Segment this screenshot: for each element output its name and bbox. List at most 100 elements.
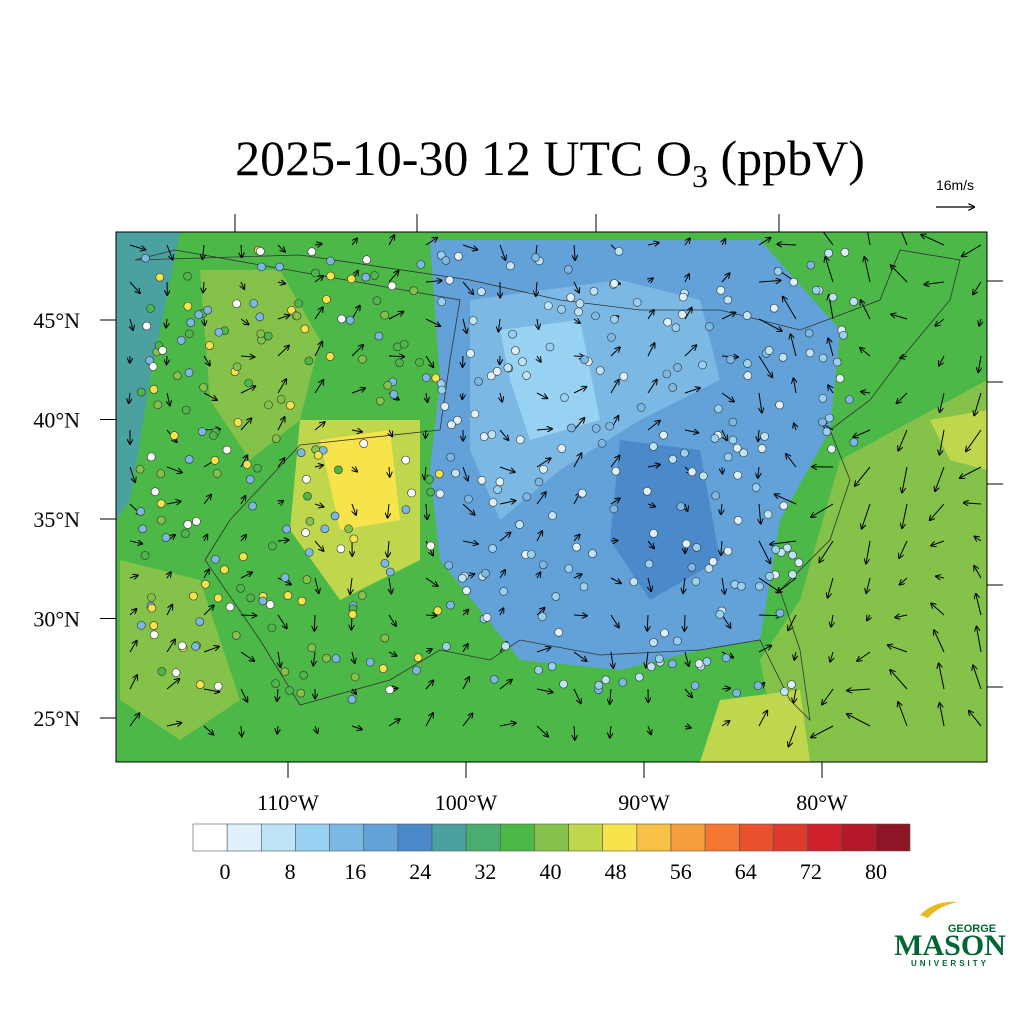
- station: [845, 396, 853, 404]
- station: [610, 505, 618, 513]
- station: [192, 642, 200, 650]
- station: [475, 377, 483, 385]
- station: [558, 445, 566, 453]
- station: [509, 330, 517, 338]
- colorbar-box: [671, 824, 705, 851]
- station: [489, 498, 497, 506]
- station: [780, 687, 788, 695]
- station: [276, 263, 284, 271]
- station: [488, 430, 496, 438]
- station: [825, 249, 833, 257]
- station: [156, 273, 164, 281]
- station: [249, 502, 257, 510]
- station: [812, 286, 820, 294]
- station: [758, 445, 766, 453]
- station: [185, 455, 193, 463]
- station: [268, 624, 276, 632]
- station: [150, 631, 158, 639]
- colorbar-box: [842, 824, 876, 851]
- station: [422, 374, 430, 382]
- wind-arrow: [314, 615, 315, 631]
- station: [567, 294, 575, 302]
- station: [772, 546, 780, 554]
- station: [560, 394, 568, 402]
- colorbar-box: [876, 824, 910, 851]
- station: [137, 507, 145, 515]
- station: [693, 543, 701, 551]
- station: [184, 520, 192, 528]
- station: [147, 304, 155, 312]
- station: [806, 349, 814, 357]
- station: [596, 367, 604, 375]
- station: [729, 436, 737, 444]
- station: [185, 330, 193, 338]
- station: [669, 383, 677, 391]
- station: [147, 453, 155, 461]
- station: [178, 642, 186, 650]
- station: [223, 446, 231, 454]
- station: [297, 689, 305, 697]
- station: [688, 563, 696, 571]
- station: [681, 449, 689, 457]
- station: [807, 261, 815, 269]
- station: [677, 503, 685, 511]
- station: [480, 433, 488, 441]
- station: [493, 367, 501, 375]
- lon-label: 100°W: [435, 790, 498, 815]
- station: [347, 275, 355, 283]
- station: [506, 262, 514, 270]
- logo: GEORGE MASON UNIVERSITY: [894, 902, 1006, 968]
- station: [833, 358, 841, 366]
- station: [673, 637, 681, 645]
- station: [284, 592, 292, 600]
- station: [743, 360, 751, 368]
- lat-label: 35°N: [33, 507, 80, 532]
- station: [724, 296, 732, 304]
- colorbar-box: [569, 824, 603, 851]
- wind-arrow: [684, 615, 685, 631]
- station: [388, 282, 396, 290]
- station: [688, 468, 696, 476]
- station: [761, 432, 769, 440]
- station: [502, 642, 510, 650]
- station: [257, 330, 265, 338]
- colorbar-box: [330, 824, 364, 851]
- colorbar-label: 80: [865, 859, 887, 884]
- station: [137, 621, 145, 629]
- station: [598, 439, 606, 447]
- title: 2025-10-30 12 UTC O3 (ppbV): [235, 130, 865, 194]
- logo-bottom: UNIVERSITY: [911, 959, 989, 968]
- station: [610, 279, 618, 287]
- station: [523, 493, 531, 501]
- lon-label: 80°W: [796, 790, 848, 815]
- station: [635, 673, 643, 681]
- station: [446, 276, 454, 284]
- station: [305, 548, 313, 556]
- station: [204, 306, 212, 314]
- station: [408, 489, 416, 497]
- station: [669, 455, 677, 463]
- station: [655, 655, 663, 663]
- colorbar-box: [364, 824, 398, 851]
- station: [435, 470, 443, 478]
- station: [215, 328, 223, 336]
- station: [765, 346, 773, 354]
- station: [447, 421, 455, 429]
- station: [189, 592, 197, 600]
- station: [184, 302, 192, 310]
- station: [349, 610, 357, 618]
- station: [770, 304, 778, 312]
- station: [427, 542, 435, 550]
- station: [445, 561, 453, 569]
- station: [136, 465, 144, 473]
- station: [850, 438, 858, 446]
- station: [246, 475, 254, 483]
- station: [202, 580, 210, 588]
- station: [489, 544, 497, 552]
- station: [850, 298, 858, 306]
- station: [647, 663, 655, 671]
- station: [322, 295, 330, 303]
- station: [602, 676, 610, 684]
- station: [752, 483, 760, 491]
